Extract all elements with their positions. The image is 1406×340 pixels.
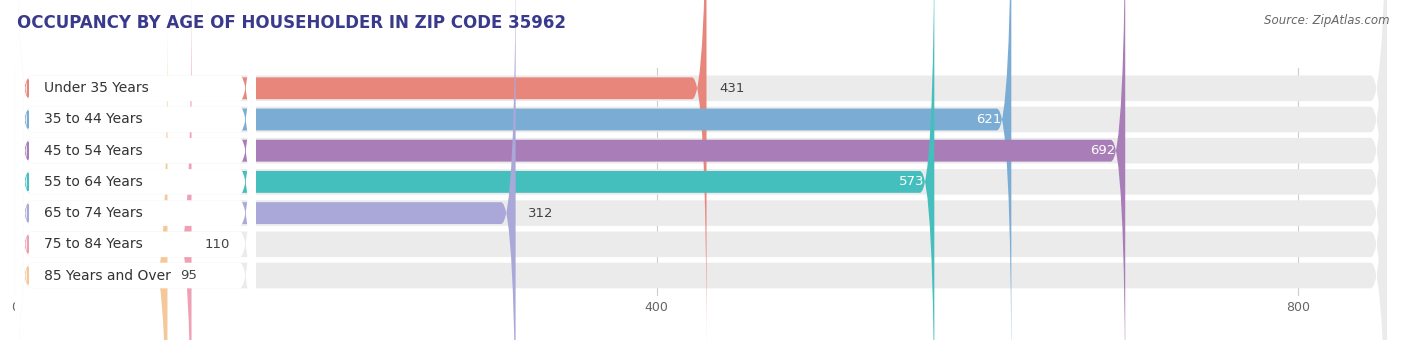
FancyBboxPatch shape [15,0,256,340]
Text: 75 to 84 Years: 75 to 84 Years [44,237,142,251]
FancyBboxPatch shape [15,0,1386,340]
FancyBboxPatch shape [15,5,167,340]
FancyBboxPatch shape [15,0,1125,340]
FancyBboxPatch shape [15,0,1386,340]
FancyBboxPatch shape [15,0,706,340]
Text: Under 35 Years: Under 35 Years [44,81,149,95]
FancyBboxPatch shape [15,0,256,340]
Text: 95: 95 [180,269,197,282]
FancyBboxPatch shape [15,0,256,340]
FancyBboxPatch shape [15,0,256,340]
FancyBboxPatch shape [15,0,256,340]
FancyBboxPatch shape [15,0,1011,340]
FancyBboxPatch shape [15,0,1386,340]
Text: OCCUPANCY BY AGE OF HOUSEHOLDER IN ZIP CODE 35962: OCCUPANCY BY AGE OF HOUSEHOLDER IN ZIP C… [17,14,565,32]
FancyBboxPatch shape [15,0,1386,340]
FancyBboxPatch shape [15,0,935,340]
FancyBboxPatch shape [15,0,256,340]
FancyBboxPatch shape [15,0,1386,340]
Text: 85 Years and Over: 85 Years and Over [44,269,170,283]
Text: 45 to 54 Years: 45 to 54 Years [44,144,142,158]
Text: Source: ZipAtlas.com: Source: ZipAtlas.com [1264,14,1389,27]
FancyBboxPatch shape [15,0,256,340]
FancyBboxPatch shape [15,0,1386,340]
Text: 65 to 74 Years: 65 to 74 Years [44,206,142,220]
Text: 110: 110 [204,238,229,251]
Text: 55 to 64 Years: 55 to 64 Years [44,175,142,189]
Text: 312: 312 [529,207,554,220]
FancyBboxPatch shape [15,0,1386,340]
Text: 431: 431 [720,82,745,95]
Text: 35 to 44 Years: 35 to 44 Years [44,113,142,126]
Text: 621: 621 [976,113,1001,126]
Text: 573: 573 [900,175,925,188]
FancyBboxPatch shape [15,0,191,340]
Text: 692: 692 [1091,144,1115,157]
FancyBboxPatch shape [15,0,516,340]
